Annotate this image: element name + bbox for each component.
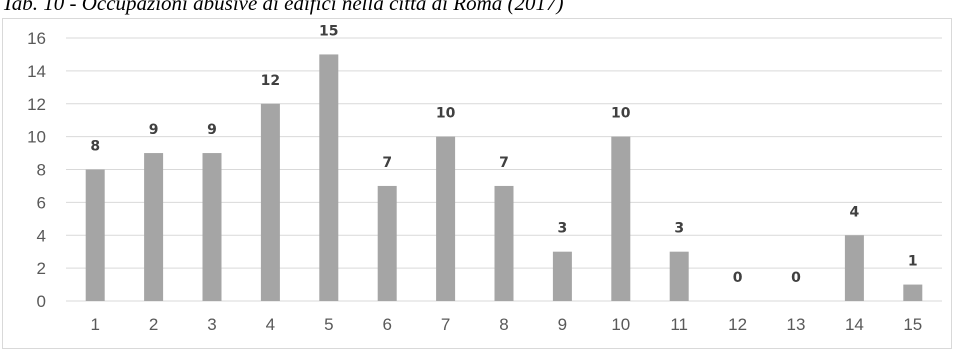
data-labels: 8 9 9 12 15 7 10 7 3 10 3 0 0 4 1 [90, 23, 917, 286]
x-tick-label: 13 [787, 315, 806, 334]
data-label: 15 [319, 23, 338, 39]
x-tick-label: 8 [499, 315, 508, 334]
bar [436, 136, 456, 301]
data-label: 1 [908, 254, 918, 270]
x-tick-label: 6 [382, 315, 391, 334]
x-tick-label: 4 [266, 315, 275, 334]
bar [552, 251, 572, 301]
x-tick-label: 1 [90, 315, 99, 334]
y-tick-label: 2 [37, 259, 46, 278]
x-tick-label: 7 [441, 315, 450, 334]
chart-caption: Tab. 10 - Occupazioni abusive di edifici… [2, 0, 564, 15]
x-tick-label: 15 [903, 315, 922, 334]
data-label: 10 [436, 106, 456, 122]
bar [144, 153, 164, 301]
data-label: 9 [149, 122, 159, 138]
data-label: 7 [382, 155, 392, 171]
data-label: 7 [499, 155, 509, 171]
x-tick-label: 12 [728, 315, 747, 334]
bar [85, 169, 105, 301]
data-label: 12 [261, 73, 280, 89]
x-tick-label: 2 [149, 315, 158, 334]
bar [260, 103, 280, 301]
bar [844, 235, 864, 301]
data-label: 0 [791, 270, 801, 286]
data-label: 9 [207, 122, 217, 138]
y-tick-label: 16 [27, 29, 46, 48]
y-tick-label: 4 [37, 226, 46, 245]
x-tick-label: 5 [324, 315, 333, 334]
data-label: 8 [90, 139, 100, 155]
x-tick-label: 14 [845, 315, 864, 334]
y-tick-label: 12 [27, 95, 46, 114]
bar [319, 54, 339, 301]
bar [377, 185, 397, 301]
y-tick-label: 14 [27, 62, 46, 81]
bar [669, 251, 689, 301]
data-label: 3 [558, 221, 568, 237]
bar [903, 284, 923, 301]
x-tick-label: 10 [611, 315, 630, 334]
data-label: 4 [850, 204, 860, 220]
y-axis-ticks: 0 2 4 6 8 10 12 14 16 [27, 29, 46, 311]
x-tick-label: 3 [207, 315, 216, 334]
bar [611, 136, 631, 301]
bar [494, 185, 514, 301]
data-label: 0 [733, 270, 743, 286]
y-tick-label: 10 [27, 128, 46, 147]
y-tick-label: 6 [37, 193, 46, 212]
x-tick-label: 9 [558, 315, 567, 334]
y-tick-label: 8 [37, 161, 46, 180]
x-axis-ticks: 1 2 3 4 5 6 7 8 9 10 11 12 13 14 15 [90, 315, 922, 334]
bar [202, 153, 222, 301]
data-label: 10 [611, 106, 631, 122]
x-tick-label: 11 [670, 315, 688, 334]
bars [85, 54, 923, 301]
data-label: 3 [674, 221, 684, 237]
y-tick-label: 0 [37, 292, 46, 311]
